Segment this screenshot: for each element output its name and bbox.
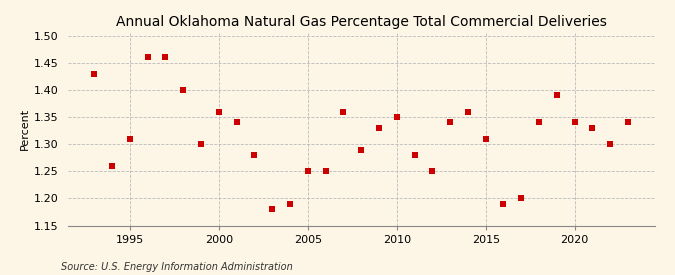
Point — [587, 126, 598, 130]
Point — [302, 169, 313, 174]
Point — [160, 55, 171, 60]
Point — [516, 196, 526, 200]
Text: Source: U.S. Energy Information Administration: Source: U.S. Energy Information Administ… — [61, 262, 292, 272]
Point — [196, 142, 207, 146]
Point — [462, 109, 473, 114]
Point — [285, 202, 296, 206]
Point — [231, 120, 242, 125]
Point — [622, 120, 633, 125]
Point — [569, 120, 580, 125]
Point — [124, 137, 135, 141]
Title: Annual Oklahoma Natural Gas Percentage Total Commercial Deliveries: Annual Oklahoma Natural Gas Percentage T… — [115, 15, 607, 29]
Point — [551, 93, 562, 98]
Point — [534, 120, 545, 125]
Point — [89, 72, 100, 76]
Point — [498, 202, 509, 206]
Point — [267, 207, 277, 211]
Point — [320, 169, 331, 174]
Point — [605, 142, 616, 146]
Point — [356, 147, 367, 152]
Point — [481, 137, 491, 141]
Point — [445, 120, 456, 125]
Point — [392, 115, 402, 119]
Point — [249, 153, 260, 157]
Point — [373, 126, 384, 130]
Point — [213, 109, 224, 114]
Point — [427, 169, 437, 174]
Point — [107, 164, 117, 168]
Point — [338, 109, 349, 114]
Y-axis label: Percent: Percent — [20, 108, 30, 150]
Point — [178, 88, 188, 92]
Point — [409, 153, 420, 157]
Point — [142, 55, 153, 60]
